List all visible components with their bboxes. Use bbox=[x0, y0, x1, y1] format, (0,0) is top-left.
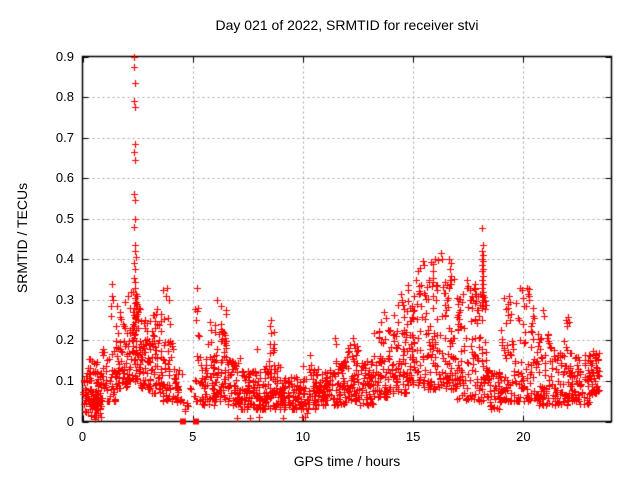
chart-title: Day 021 of 2022, SRMTID for receiver stv… bbox=[215, 17, 479, 33]
x-axis-label: GPS time / hours bbox=[293, 453, 401, 469]
y-tick-label: 0.9 bbox=[55, 48, 74, 64]
x-tick-label: 0 bbox=[78, 429, 87, 444]
y-tick-label: 0.1 bbox=[55, 372, 74, 388]
y-tick-label: 0.8 bbox=[55, 89, 74, 105]
y-tick-label: 0.7 bbox=[55, 129, 74, 145]
y-tick-label: 0 bbox=[66, 413, 74, 429]
x-tick-label: 10 bbox=[295, 429, 311, 444]
x-tick-label: 20 bbox=[516, 429, 531, 444]
x-tick-label: 5 bbox=[189, 429, 197, 444]
y-tick-label: 0.3 bbox=[55, 291, 74, 307]
y-tick-label: 0.6 bbox=[55, 170, 74, 186]
y-tick-label: 0.5 bbox=[55, 210, 74, 226]
x-tick-label: 15 bbox=[405, 429, 421, 444]
y-tick-label: 0.4 bbox=[55, 251, 74, 267]
y-tick-label: 0.2 bbox=[55, 332, 74, 348]
